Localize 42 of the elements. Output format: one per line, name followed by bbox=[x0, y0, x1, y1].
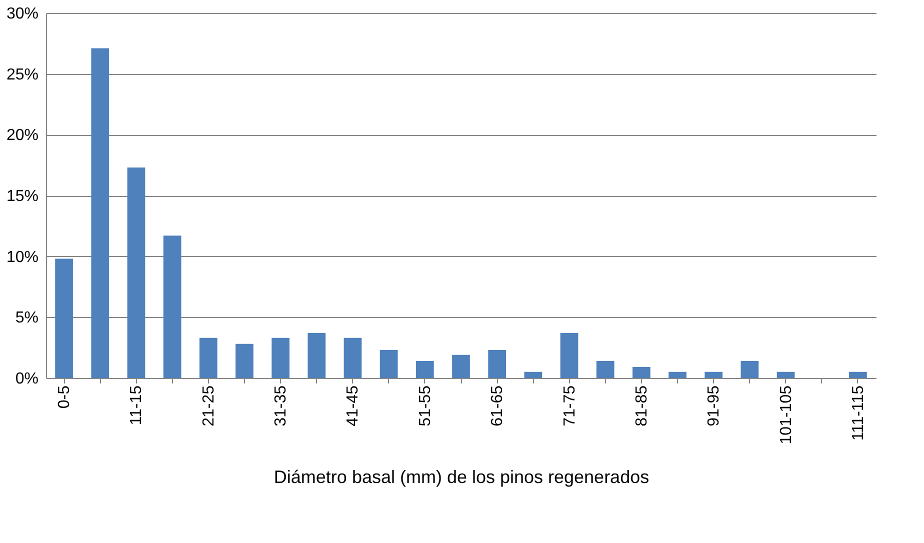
x-tick-label: 101-105 bbox=[778, 385, 795, 444]
x-tick-label: 21-25 bbox=[200, 385, 218, 426]
bar bbox=[416, 360, 434, 378]
y-tick-label: 20% bbox=[6, 127, 38, 144]
x-tick-label: 51-55 bbox=[416, 385, 434, 426]
bar bbox=[849, 372, 867, 378]
x-tick-label: 41-45 bbox=[344, 385, 362, 426]
bar bbox=[524, 372, 542, 378]
bar bbox=[55, 258, 73, 378]
bar bbox=[308, 332, 326, 378]
bar bbox=[91, 48, 110, 378]
y-tick-label: 5% bbox=[15, 310, 38, 327]
bar bbox=[452, 354, 470, 378]
x-tick-label: 91-95 bbox=[706, 385, 723, 426]
bar bbox=[596, 360, 614, 378]
y-tick-label: 15% bbox=[6, 188, 38, 205]
bar bbox=[272, 338, 290, 378]
x-tick-label: 71-75 bbox=[561, 385, 578, 426]
bar bbox=[740, 360, 759, 378]
bar bbox=[560, 332, 578, 378]
bar bbox=[236, 344, 254, 378]
x-tick-label: 111-115 bbox=[850, 385, 867, 441]
bar bbox=[704, 372, 723, 378]
bar bbox=[632, 367, 650, 378]
y-tick-label: 30% bbox=[6, 6, 38, 22]
bar bbox=[776, 372, 795, 378]
x-axis-title: Diámetro basal (mm) de los pinos regenerados bbox=[274, 467, 650, 488]
bar bbox=[199, 338, 218, 378]
x-tick-label: 81-85 bbox=[633, 385, 650, 426]
x-tick-label: 61-65 bbox=[489, 385, 506, 426]
y-tick-label: 10% bbox=[6, 248, 38, 266]
bar bbox=[668, 372, 686, 378]
bar bbox=[127, 168, 146, 378]
x-tick-label: 11-15 bbox=[128, 385, 146, 426]
bar bbox=[380, 350, 398, 378]
bar bbox=[163, 236, 182, 378]
x-tick-label: 0-5 bbox=[56, 385, 74, 409]
x-tick-label: 31-35 bbox=[272, 385, 290, 426]
bar bbox=[344, 338, 362, 378]
bar bbox=[488, 350, 506, 378]
y-tick-label: 25% bbox=[6, 66, 38, 84]
y-tick-label: 0% bbox=[15, 370, 38, 388]
